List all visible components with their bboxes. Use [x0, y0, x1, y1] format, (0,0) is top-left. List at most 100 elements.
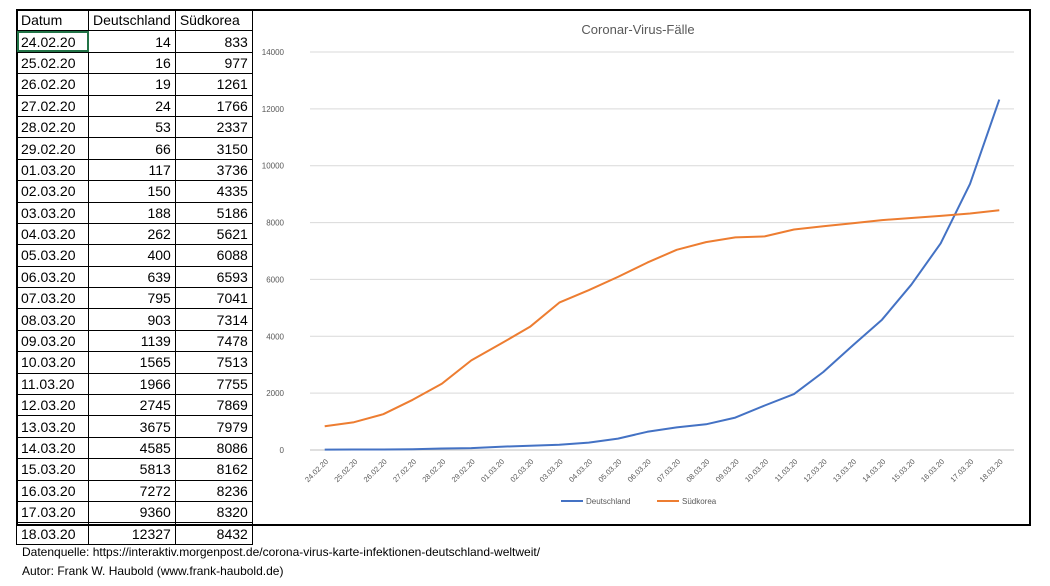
- suedkorea-cell[interactable]: 8086: [174, 436, 253, 460]
- table-row: 17.03.20 9360 8320: [16, 500, 253, 524]
- date-cell[interactable]: 12.03.20: [16, 394, 89, 417]
- deutschland-cell[interactable]: 3675: [88, 415, 176, 438]
- date-cell[interactable]: 25.02.20: [16, 51, 89, 75]
- date-cell[interactable]: 13.03.20: [16, 415, 89, 438]
- table-row: 12.03.20 2745 7869: [16, 394, 253, 417]
- date-cell[interactable]: 16.03.20: [16, 479, 89, 502]
- suedkorea-cell[interactable]: 5621: [174, 222, 253, 246]
- date-cell[interactable]: 01.03.20: [16, 158, 89, 182]
- table-row: 28.02.20 53 2337: [16, 115, 253, 139]
- suedkorea-cell[interactable]: 8162: [174, 458, 253, 481]
- deutschland-cell[interactable]: 53: [88, 115, 176, 139]
- column-header[interactable]: Datum: [16, 8, 89, 32]
- suedkorea-cell[interactable]: 3736: [174, 158, 253, 182]
- deutschland-cell[interactable]: 1565: [88, 351, 176, 374]
- date-cell[interactable]: 26.02.20: [16, 73, 89, 96]
- series-line-suedkorea: [324, 209, 1000, 428]
- date-cell[interactable]: 17.03.20: [16, 500, 89, 524]
- table-row: 07.03.20 795 7041: [16, 287, 253, 310]
- suedkorea-cell[interactable]: 8236: [174, 479, 253, 502]
- deutschland-cell[interactable]: 24: [88, 94, 176, 117]
- date-cell[interactable]: 08.03.20: [16, 308, 89, 331]
- suedkorea-cell[interactable]: 7979: [174, 415, 253, 438]
- series-lines: [324, 99, 1001, 451]
- date-cell[interactable]: 06.03.20: [16, 265, 89, 289]
- deutschland-cell[interactable]: 7272: [88, 479, 176, 502]
- suedkorea-cell[interactable]: 7513: [174, 351, 253, 374]
- y-tick-label: 0: [280, 446, 285, 455]
- date-cell[interactable]: 27.02.20: [16, 94, 89, 117]
- deutschland-cell[interactable]: 66: [88, 137, 176, 160]
- suedkorea-cell[interactable]: 8320: [174, 500, 253, 524]
- table-row: 14.03.20 4585 8086: [16, 436, 253, 460]
- table-row: 24.02.20 14 833: [16, 30, 253, 53]
- deutschland-cell[interactable]: 150: [88, 180, 176, 203]
- suedkorea-cell[interactable]: 3150: [174, 137, 253, 160]
- deutschland-cell[interactable]: 117: [88, 158, 176, 182]
- y-tick-label: 6000: [266, 275, 284, 284]
- date-cell[interactable]: 07.03.20: [16, 287, 89, 310]
- table-row: 04.03.20 262 5621: [16, 222, 253, 246]
- deutschland-cell[interactable]: 639: [88, 265, 176, 289]
- table-row: 10.03.20 1565 7513: [16, 351, 253, 374]
- deutschland-cell[interactable]: 903: [88, 308, 176, 331]
- deutschland-cell[interactable]: 9360: [88, 500, 176, 524]
- deutschland-cell[interactable]: 14: [88, 30, 176, 53]
- date-cell[interactable]: 29.02.20: [16, 137, 89, 160]
- y-tick-label: 8000: [266, 219, 284, 228]
- y-tick-label: 2000: [266, 389, 284, 398]
- deutschland-cell[interactable]: 400: [88, 244, 176, 267]
- date-cell[interactable]: 04.03.20: [16, 222, 89, 246]
- date-cell[interactable]: 14.03.20: [16, 436, 89, 460]
- suedkorea-cell[interactable]: 833: [174, 30, 253, 53]
- suedkorea-cell[interactable]: 7755: [174, 372, 253, 396]
- deutschland-cell[interactable]: 5813: [88, 458, 176, 481]
- suedkorea-cell[interactable]: 8432: [174, 522, 253, 545]
- suedkorea-cell[interactable]: 977: [174, 51, 253, 75]
- date-cell[interactable]: 10.03.20: [16, 351, 89, 374]
- table-row: 09.03.20 1139 7478: [16, 329, 253, 353]
- table-row: 26.02.20 19 1261: [16, 73, 253, 96]
- y-tick-label: 10000: [262, 162, 285, 171]
- deutschland-cell[interactable]: 1966: [88, 372, 176, 396]
- suedkorea-cell[interactable]: 6593: [174, 265, 253, 289]
- suedkorea-cell[interactable]: 5186: [174, 201, 253, 224]
- deutschland-cell[interactable]: 2745: [88, 394, 176, 417]
- date-cell[interactable]: 18.03.20: [16, 522, 89, 545]
- date-cell[interactable]: 28.02.20: [16, 115, 89, 139]
- series-line-deutschland: [324, 99, 1001, 451]
- suedkorea-cell[interactable]: 7314: [174, 308, 253, 331]
- date-cell[interactable]: 09.03.20: [16, 329, 89, 353]
- table-header-row: Datum Deutschland Südkorea: [16, 8, 253, 32]
- deutschland-cell[interactable]: 16: [88, 51, 176, 75]
- table-row: 06.03.20 639 6593: [16, 265, 253, 289]
- date-cell[interactable]: 03.03.20: [16, 201, 89, 224]
- suedkorea-cell[interactable]: 1766: [174, 94, 253, 117]
- date-cell[interactable]: 02.03.20: [16, 180, 89, 203]
- suedkorea-cell[interactable]: 2337: [174, 115, 253, 139]
- table-row: 03.03.20 188 5186: [16, 201, 253, 224]
- author-note: Autor: Frank W. Haubold (www.frank-haubo…: [22, 564, 284, 578]
- suedkorea-cell[interactable]: 7478: [174, 329, 253, 353]
- date-cell[interactable]: 05.03.20: [16, 244, 89, 267]
- suedkorea-cell[interactable]: 7041: [174, 287, 253, 310]
- deutschland-cell[interactable]: 262: [88, 222, 176, 246]
- date-cell[interactable]: 11.03.20: [16, 372, 89, 396]
- chart-legend: Deutschland Südkorea: [561, 497, 717, 506]
- column-header[interactable]: Deutschland: [88, 8, 176, 32]
- deutschland-cell[interactable]: 1139: [88, 329, 176, 353]
- column-header[interactable]: Südkorea: [174, 8, 253, 32]
- date-cell[interactable]: 15.03.20: [16, 458, 89, 481]
- suedkorea-cell[interactable]: 6088: [174, 244, 253, 267]
- suedkorea-cell[interactable]: 7869: [174, 394, 253, 417]
- suedkorea-cell[interactable]: 1261: [174, 73, 253, 96]
- suedkorea-cell[interactable]: 4335: [174, 180, 253, 203]
- deutschland-cell[interactable]: 19: [88, 73, 176, 96]
- table-row: 15.03.20 5813 8162: [16, 458, 253, 481]
- deutschland-cell[interactable]: 795: [88, 287, 176, 310]
- deutschland-cell[interactable]: 4585: [88, 436, 176, 460]
- deutschland-cell[interactable]: 12327: [88, 522, 176, 545]
- y-tick-label: 12000: [262, 105, 285, 114]
- date-cell[interactable]: 24.02.20: [16, 30, 89, 53]
- deutschland-cell[interactable]: 188: [88, 201, 176, 224]
